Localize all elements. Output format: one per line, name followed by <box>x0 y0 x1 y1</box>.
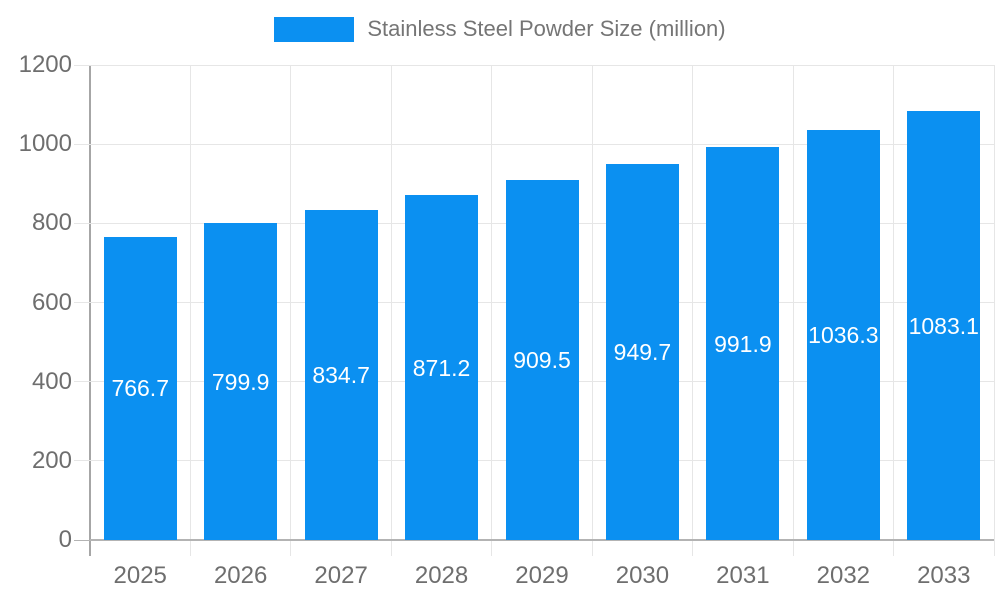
bar-value-label: 991.9 <box>714 330 772 357</box>
bar-2027[interactable]: 834.7 <box>304 209 378 540</box>
bar-value-label: 909.5 <box>513 346 571 373</box>
x-axis-tick <box>591 540 593 556</box>
x-tick-label: 2030 <box>615 562 670 589</box>
x-tick-label: 2027 <box>314 562 368 589</box>
x-tick-label: 2028 <box>414 562 469 589</box>
bar-2031[interactable]: 991.9 <box>706 147 780 540</box>
bar-2033[interactable]: 1083.1 <box>907 111 981 540</box>
y-tick-label: 200 <box>31 446 72 474</box>
x-tick-label: 2025 <box>113 562 167 589</box>
y-axis-tick <box>74 460 90 462</box>
y-tick-label: 0 <box>58 526 72 553</box>
x-axis-tick <box>993 540 995 556</box>
y-axis-tick <box>74 143 90 145</box>
legend-swatch <box>274 16 355 42</box>
bar-2026[interactable]: 799.9 <box>204 223 278 540</box>
x-tick-label: 2033 <box>917 562 971 589</box>
bar-value-label: 834.7 <box>312 361 370 388</box>
legend[interactable]: Stainless Steel Powder Size (million) <box>0 16 1000 42</box>
y-tick-label: 400 <box>31 367 72 395</box>
x-tick-label: 2032 <box>816 562 871 589</box>
x-tick-label: 2031 <box>716 562 770 589</box>
bar-2028[interactable]: 871.2 <box>405 195 479 540</box>
bar-2032[interactable]: 1036.3 <box>806 129 880 540</box>
y-tick-label: 1000 <box>18 130 72 158</box>
x-axis-tick <box>189 540 191 556</box>
bar-value-label: 949.7 <box>613 339 672 366</box>
x-axis-tick <box>290 540 292 556</box>
x-axis-tick <box>491 540 493 556</box>
x-axis-tick <box>893 540 895 556</box>
y-axis-tick <box>74 222 90 224</box>
x-axis-tick <box>390 540 392 556</box>
legend-label: Stainless Steel Powder Size (million) <box>367 16 726 41</box>
bar-value-label: 766.7 <box>111 375 169 402</box>
y-tick-label: 600 <box>31 288 72 316</box>
horizontal-gridline <box>90 143 994 145</box>
bar-value-label: 799.9 <box>211 368 270 395</box>
bar-value-label: 871.2 <box>412 354 471 381</box>
bar-value-label: 1083.1 <box>908 312 979 339</box>
x-tick-label: 2029 <box>515 562 569 589</box>
x-tick-label: 2026 <box>213 562 268 589</box>
bar-2025[interactable]: 766.7 <box>103 236 177 540</box>
x-axis-tick <box>692 540 694 556</box>
x-axis-tick <box>792 540 794 556</box>
x-axis-baseline <box>90 539 994 541</box>
y-axis-tick <box>74 381 90 383</box>
x-axis-tick <box>89 540 91 556</box>
y-tick-label: 1200 <box>18 51 72 78</box>
bar-2029[interactable]: 909.5 <box>505 179 579 540</box>
bar-value-label: 1036.3 <box>808 321 879 348</box>
horizontal-gridline <box>90 64 994 66</box>
y-axis-tick <box>74 302 90 303</box>
bar-2030[interactable]: 949.7 <box>605 164 679 540</box>
y-axis-tick <box>74 539 90 541</box>
vertical-gridline <box>993 65 995 540</box>
y-axis-tick <box>74 64 90 66</box>
y-tick-label: 800 <box>31 209 72 237</box>
